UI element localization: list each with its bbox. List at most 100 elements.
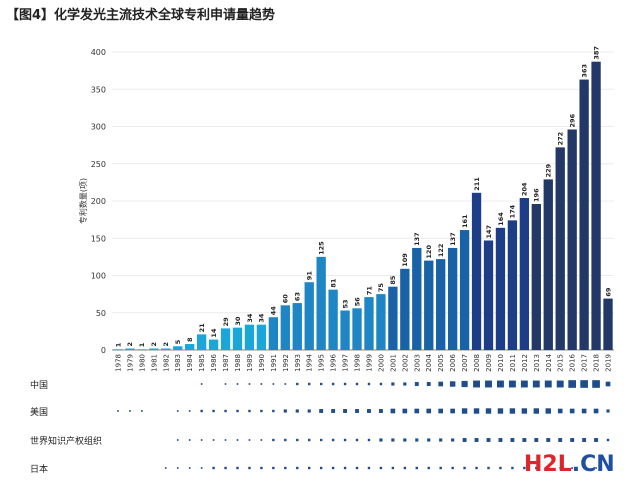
bar [208, 339, 219, 350]
country-row-marker [272, 409, 275, 413]
bar-value-label: 34 [246, 313, 254, 323]
country-row-marker [497, 380, 504, 388]
x-tick-label: 2018 [593, 354, 601, 372]
bar-value-label: 164 [497, 212, 505, 226]
bar [531, 203, 541, 350]
y-tick-label: 350 [91, 85, 106, 94]
country-row-marker [498, 438, 503, 442]
x-tick-label: 1984 [186, 353, 194, 371]
country-row-marker [355, 382, 359, 386]
x-tick-label: 1978 [114, 354, 122, 372]
country-row-marker [427, 466, 430, 470]
country-row-marker [546, 438, 551, 442]
country-row-marker [367, 409, 371, 413]
country-row-marker [331, 466, 335, 470]
bar [471, 192, 482, 350]
country-row-label: 世界知识产权组织 [30, 435, 102, 447]
country-row-marker [509, 408, 516, 414]
country-row-marker [497, 408, 504, 414]
x-tick-label: 2016 [569, 353, 577, 371]
country-row-marker [499, 466, 502, 470]
country-row-marker [296, 466, 299, 470]
bar [388, 286, 398, 350]
bar-value-label: 2 [126, 342, 134, 347]
bar-value-label: 8 [186, 337, 194, 342]
x-tick-label: 1983 [174, 354, 182, 372]
bar-value-label: 44 [270, 306, 278, 316]
country-row-marker [188, 467, 191, 469]
bar [376, 294, 386, 350]
country-row-marker [533, 408, 540, 414]
country-row-marker [248, 466, 251, 470]
country-row-marker [141, 410, 143, 412]
x-tick-label: 1979 [126, 354, 134, 372]
country-row-marker [568, 380, 576, 388]
country-row-marker [473, 408, 480, 414]
country-row-marker [176, 467, 179, 469]
country-row-marker [532, 380, 540, 388]
bar [483, 240, 494, 350]
country-row-marker [284, 466, 287, 470]
country-row-marker [224, 439, 227, 441]
bar [424, 260, 434, 350]
country-row-marker [295, 409, 299, 413]
bar-value-label: 204 [521, 182, 529, 196]
bar-value-label: 211 [473, 177, 481, 191]
country-row-marker [403, 438, 407, 442]
country-row-marker [212, 466, 215, 470]
bar-value-label: 71 [365, 286, 373, 296]
bar [352, 308, 362, 350]
bar-value-label: 2 [150, 342, 158, 347]
country-row-marker [224, 383, 227, 385]
country-row-marker [583, 467, 585, 469]
country-row-marker [319, 466, 323, 470]
bar [400, 268, 410, 350]
y-tick-label: 150 [91, 234, 106, 243]
country-row-marker [580, 380, 588, 388]
country-row-marker [319, 382, 323, 386]
x-tick-label: 1993 [294, 354, 302, 372]
bar [495, 227, 506, 350]
country-row-marker [438, 408, 444, 414]
x-tick-label: 1987 [222, 354, 230, 372]
bar [304, 282, 314, 350]
x-tick-label: 2007 [461, 354, 469, 372]
bar-value-label: 5 [174, 339, 182, 344]
x-tick-label: 1982 [162, 354, 170, 372]
bar-value-label: 56 [353, 297, 361, 307]
country-row-marker [403, 466, 407, 470]
country-row-marker [474, 438, 479, 442]
y-tick-label: 100 [91, 272, 106, 281]
country-row-marker [544, 380, 552, 388]
country-row-marker [200, 383, 203, 385]
country-row-marker [605, 381, 611, 387]
chart-title: 【图4】化学发光主流技术全球专利申请量趋势 [6, 8, 276, 23]
country-row-marker [486, 438, 491, 442]
country-row-marker [188, 410, 191, 412]
country-row-marker [355, 466, 359, 470]
bar [161, 348, 171, 350]
bar-value-label: 34 [258, 313, 266, 323]
bar [137, 349, 147, 351]
country-row-marker [520, 380, 528, 388]
country-row-marker [461, 380, 468, 388]
country-row-marker [473, 380, 480, 388]
bar-value-label: 296 [568, 113, 576, 127]
bar [447, 247, 458, 350]
country-row-marker [607, 467, 609, 469]
x-tick-label: 2010 [497, 354, 505, 372]
bar-value-label: 21 [198, 323, 206, 333]
bar-value-label: 85 [389, 275, 397, 285]
bar-value-label: 91 [306, 271, 314, 281]
bar-value-label: 60 [282, 294, 290, 304]
country-row-marker [449, 381, 456, 387]
bar-value-label: 75 [377, 283, 385, 293]
bar-value-label: 387 [592, 46, 600, 60]
country-row-marker [522, 438, 527, 442]
x-tick-label: 1986 [210, 353, 218, 371]
country-row-marker [508, 380, 516, 388]
x-tick-label: 2005 [437, 354, 445, 372]
bar [173, 346, 183, 350]
